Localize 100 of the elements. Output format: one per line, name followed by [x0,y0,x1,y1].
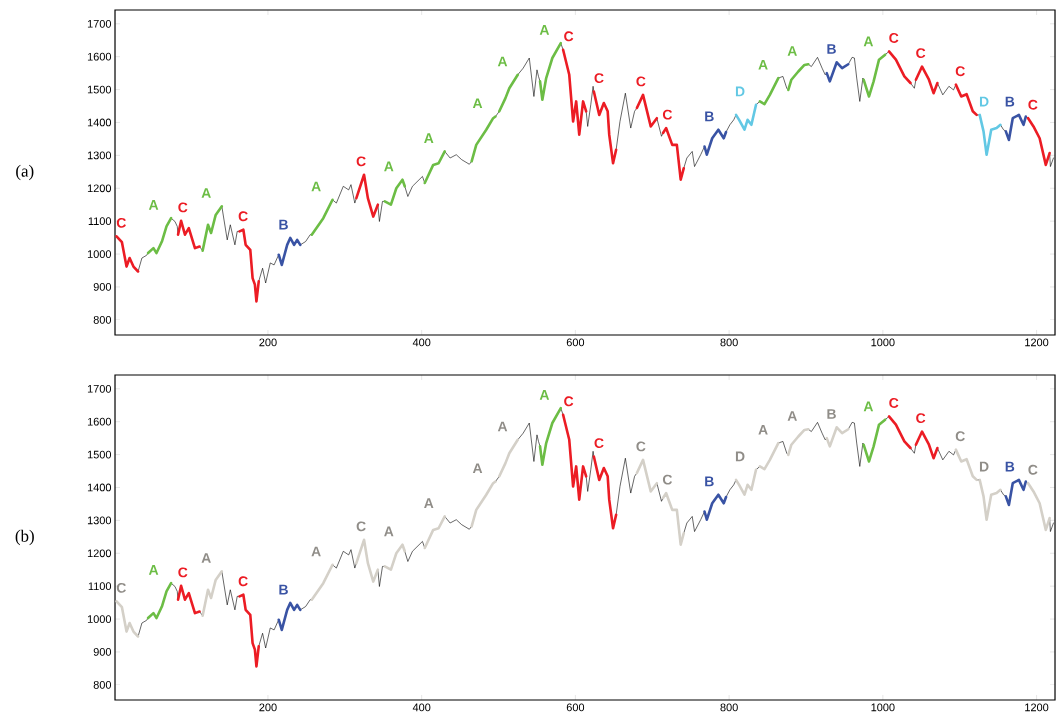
line-series [238,593,261,668]
line-series [383,178,407,207]
line-series [703,128,728,157]
annotation: C [356,156,366,167]
line-series [661,126,686,182]
annotation: B [1005,461,1015,472]
line-series [561,413,588,501]
annotation: C [1028,99,1038,110]
line-series [383,543,407,572]
y-tick-label: 1300 [87,151,112,160]
y-tick-label: 1600 [87,417,112,426]
annotation: A [472,98,483,109]
line-series [734,103,758,132]
annotation: A [201,188,211,198]
line-series [176,584,201,615]
line-series [758,441,780,471]
line-series [862,53,887,98]
annotation: B [827,409,836,419]
line-series [470,115,497,163]
y-tick-label: 800 [93,680,112,689]
line-series [538,406,563,467]
annotation: C [178,567,188,578]
text: (b) [15,529,34,546]
annotation: C [889,398,899,408]
annotation: C [238,211,248,222]
y-tick-label: 1200 [87,549,112,558]
x-tick-label: 800 [720,703,738,712]
line-series [887,50,912,85]
annotation: D [979,96,989,107]
line-series [277,236,302,267]
annotation: A [201,553,211,563]
line-series [1004,478,1028,507]
annotation: A [497,56,508,67]
y-tick-label: 1300 [87,516,112,525]
text: (a) [16,164,34,181]
line-series [978,113,1002,157]
annotation: B [279,584,288,595]
y-tick-label: 1100 [88,217,112,226]
annotation: C [662,474,673,485]
x-tick-label: 600 [566,338,585,347]
line-series [201,205,224,253]
line-series [887,415,912,450]
annotation: A [539,390,550,400]
line-series [1026,481,1051,532]
annotation: D [735,451,745,462]
line-series [355,538,380,583]
y-tick-label: 1200 [87,184,112,193]
annotation: C [594,438,604,449]
annotation: A [758,59,768,70]
line-series [238,228,261,303]
annotation: A [539,25,550,35]
y-tick-label: 1700 [87,384,112,393]
annotation: A [384,161,394,172]
line-series [146,216,173,255]
annotation: D [735,86,745,97]
annotation: C [662,109,673,120]
y-tick-label: 1100 [88,582,112,591]
annotation: C [636,441,646,452]
y-tick-label: 1400 [87,118,112,127]
line-series [146,581,173,620]
y-tick-label: 800 [93,315,112,324]
line-series [825,425,850,448]
annotation: B [279,219,288,230]
line-series [703,493,728,522]
annotation: C [955,66,965,77]
line-series [1026,116,1051,167]
annotation: A [148,200,159,210]
x-tick-label: 1000 [871,338,895,347]
line-series [592,455,618,530]
annotation: C [955,431,965,442]
x-tick-label: 400 [412,338,431,347]
line-series [470,480,497,528]
y-tick-label: 1700 [87,19,112,28]
line-series [787,62,810,92]
line-series [635,93,659,128]
x-tick-label: 600 [566,703,585,712]
y-tick-label: 1600 [87,52,112,61]
annotation: A [787,411,797,421]
line-series [538,41,563,102]
x-tick-label: 1000 [871,703,895,712]
y-tick-label: 900 [93,283,112,291]
annotation: A [311,546,321,557]
annotation: C [356,521,366,532]
annotation: B [1005,96,1015,107]
annotation: C [1028,464,1038,475]
annotation: C [564,396,574,407]
annotation: C [116,217,126,228]
annotation: B [705,476,714,487]
line-series [115,600,140,638]
annotation: C [178,202,188,213]
annotation: A [311,181,321,192]
x-tick-label: 1200 [1025,703,1049,712]
annotation: C [116,582,126,593]
line-series [498,73,520,113]
line-series [914,65,939,95]
annotation: A [758,424,768,435]
line-series [498,438,520,478]
annotation: C [238,576,248,587]
annotation: A [424,498,434,508]
annotation: D [979,461,989,472]
